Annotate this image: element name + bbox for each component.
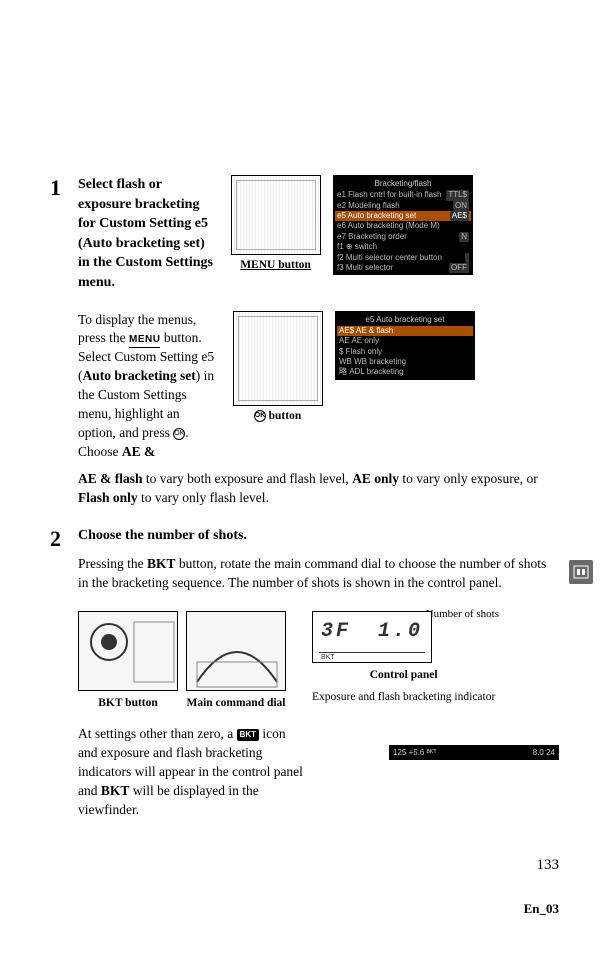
step-2-number: 2 — [50, 526, 78, 593]
menu-screen-1: Bracketing/flash e1 Flash cntrl for buil… — [333, 175, 473, 303]
menu-row: 略 ADL bracketing — [337, 367, 473, 377]
step-1-body: Select flash or exposure bracketing for … — [78, 175, 559, 508]
menu-label-inline: MENU — [129, 333, 160, 348]
figure-row: BKT button Main command dial 3F 1.0 BKT … — [78, 611, 559, 711]
bottom-block: At settings other than zero, a BKT icon … — [78, 725, 559, 819]
section-tab-icon — [569, 560, 593, 584]
bracketing-indicator-label: Exposure and flash bracketing indicator — [312, 689, 495, 705]
bracketing-flash-menu: Bracketing/flash e1 Flash cntrl for buil… — [333, 175, 473, 275]
menu-btn-label: MENU button — [240, 259, 311, 271]
menu-row: WB WB bracketing — [337, 357, 473, 367]
lcd-shots: 3F — [321, 618, 351, 646]
menu-row: e2 Modeling flashON — [335, 201, 471, 211]
viewfinder-figure: 125 +5.6 ᴮᴷᵀ 8.0 24 — [328, 725, 559, 819]
lcd-readout: 3F 1.0 — [313, 612, 431, 652]
opt-ae-only: AE only — [352, 471, 399, 486]
zero-settings-note: At settings other than zero, a BKT icon … — [78, 725, 308, 819]
ok-icon: OK — [173, 428, 185, 440]
menu-button-figure: MENU button — [228, 175, 323, 303]
bold-setting: Auto bracketing set — [83, 236, 200, 251]
control-panel-figure: 3F 1.0 BKT Control panel Exposure and fl… — [312, 611, 495, 711]
menu-row: e6 Auto bracketing (Mode M) — [335, 221, 471, 231]
menu-row: f3 Multi selectorOFF — [335, 263, 471, 273]
step-1-row-top: Select flash or exposure bracketing for … — [78, 175, 559, 303]
menu-row: $ Flash only — [337, 347, 473, 357]
bkt-button-sketch — [78, 611, 178, 691]
ok-icon: OK — [254, 410, 266, 422]
menu-row: AE AE only — [337, 336, 473, 346]
step-1: 1 Select flash or exposure bracketing fo… — [50, 175, 559, 508]
bkt-label: BKT — [147, 556, 176, 571]
page-number: 133 — [537, 855, 560, 876]
opt-flash-only: Flash only — [78, 490, 138, 505]
menu-row: f1 ⊕ switch — [335, 242, 471, 252]
step-2: 2 Choose the number of shots. Pressing t… — [50, 526, 559, 593]
main-command-dial-figure: Main command dial — [186, 611, 286, 711]
menu-row: e1 Flash cntrl for built-in flashTTL$ — [335, 190, 471, 200]
menu-title: Bracketing/flash — [335, 177, 471, 190]
viewfinder-strip: 125 +5.6 ᴮᴷᵀ 8.0 24 — [389, 745, 559, 760]
ok-button-caption: OK button — [230, 408, 325, 424]
step-1-continuation: AE & flash to vary both exposure and fla… — [78, 470, 559, 508]
step-2-paragraph: Pressing the BKT button, rotate the main… — [78, 555, 559, 593]
step-1-row-bottom: To display the menus, press the MENU but… — [78, 311, 559, 462]
main-dial-caption: Main command dial — [186, 695, 286, 711]
auto-bracketing-set-menu: e5 Auto bracketing set AE$ AE & flash AE… — [335, 311, 475, 380]
step-1-heading: Select flash or exposure bracketing for … — [78, 175, 218, 293]
camera-back-sketch — [231, 175, 321, 255]
dial-icon — [187, 612, 286, 691]
menu-screen-2: e5 Auto bracketing set AE$ AE & flash AE… — [335, 311, 475, 462]
menu-row-highlighted: AE$ AE & flash — [337, 326, 473, 336]
menu-row: f2 Multi selector center button — [335, 253, 471, 263]
bkt-button-figure: BKT button — [78, 611, 178, 711]
footer-code: En_03 — [524, 900, 559, 918]
menu-button-caption: MENU button — [228, 257, 323, 273]
bracket-icon — [573, 565, 589, 579]
control-panel-caption: Control panel — [312, 667, 495, 683]
step-1-paragraph: To display the menus, press the MENU but… — [78, 311, 220, 462]
bkt-icon: BKT — [237, 729, 259, 740]
lcd-bkt-indicator: BKT — [319, 652, 425, 663]
menu-title: e5 Auto bracketing set — [337, 313, 473, 326]
dial-icon — [79, 612, 178, 691]
ok-button-figure: OK button — [230, 311, 325, 462]
step-1-number: 1 — [50, 175, 78, 508]
camera-back-sketch-2 — [233, 311, 323, 406]
opt-ae-flash: AE & — [122, 444, 155, 459]
menu-row-highlighted: e5 Auto bracketing setAE$ — [335, 211, 471, 221]
manual-page: 1 Select flash or exposure bracketing fo… — [0, 0, 609, 954]
step-2-heading: Choose the number of shots. — [78, 526, 559, 546]
opt-ae-flash-2: AE & flash — [78, 471, 143, 486]
vf-left: 125 +5.6 ᴮᴷᵀ — [393, 747, 437, 758]
vf-right: 8.0 24 — [533, 747, 555, 758]
lcd-increment: 1.0 — [378, 618, 423, 646]
bkt-button-caption: BKT button — [78, 695, 178, 711]
menu-row: e7 Bracketing orderN — [335, 232, 471, 242]
step-2-body: Choose the number of shots. Pressing the… — [78, 526, 559, 593]
dial-sketch — [186, 611, 286, 691]
control-panel-lcd: 3F 1.0 BKT — [312, 611, 432, 663]
